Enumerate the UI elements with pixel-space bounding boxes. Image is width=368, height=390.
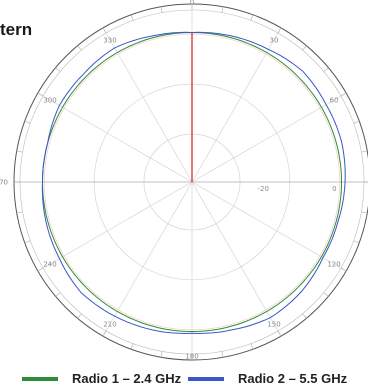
angle-label-30: 30: [270, 37, 279, 45]
angle-tick: [24, 240, 31, 244]
legend-swatch-radio-2: [188, 376, 224, 381]
angle-label-330: 330: [103, 37, 116, 45]
angle-tick: [130, 14, 134, 21]
angle-tick: [77, 45, 82, 51]
grid-spoke: [191, 27, 282, 183]
grid-spoke: [102, 181, 193, 337]
angle-tick: [77, 313, 82, 319]
angle-tick: [302, 45, 307, 51]
angle-tick: [160, 6, 163, 13]
angle-tick: [16, 211, 23, 214]
angle-label-180: 180: [185, 353, 198, 361]
radial-tick-label: -20: [257, 185, 268, 193]
angle-tick: [250, 14, 254, 21]
angle-tick: [353, 240, 360, 244]
grid-spoke: [191, 181, 282, 337]
legend-label-radio-2: Radio 2 – 5.5 GHz: [238, 371, 348, 386]
angle-tick: [340, 267, 347, 272]
angle-tick: [24, 120, 31, 124]
angle-tick: [277, 330, 282, 337]
grid-spoke: [191, 92, 347, 183]
series-layer: [41, 31, 346, 335]
angle-label-210: 210: [103, 321, 116, 329]
angle-tick: [302, 313, 307, 319]
angle-tick: [277, 27, 282, 34]
angle-tick: [16, 150, 23, 153]
angle-label-120: 120: [327, 261, 340, 269]
grid-spoke: [191, 181, 347, 272]
angle-label-60: 60: [330, 97, 339, 105]
angle-label-270: 270: [0, 179, 8, 187]
legend-item-radio-1: Radio 1 – 2.4 GHz: [22, 371, 181, 386]
angle-tick: [323, 67, 329, 72]
radial-tick-label: 0: [332, 185, 336, 193]
angle-tick: [55, 67, 61, 72]
angle-tick: [37, 92, 44, 97]
angle-tick: [221, 351, 224, 358]
angle-tick: [102, 330, 107, 337]
angle-tick: [353, 120, 360, 124]
grid-spoke: [37, 92, 193, 183]
legend-item-radio-2: Radio 2 – 5.5 GHz: [188, 371, 347, 386]
radial-tick-labels: -20 0: [257, 185, 336, 193]
angle-tick: [221, 6, 224, 13]
series-line-radio-2: [41, 31, 346, 335]
grid-spoke: [102, 27, 193, 183]
legend: Radio 1 – 2.4 GHz Radio 2 – 5.5 GHz: [0, 371, 368, 387]
angle-tick: [130, 343, 134, 350]
grid-spoke: [37, 181, 193, 272]
angle-tick: [361, 211, 368, 214]
legend-label-radio-1: Radio 1 – 2.4 GHz: [72, 371, 182, 386]
angle-label-0: 0: [190, 0, 194, 7]
legend-swatch-radio-1: [22, 376, 58, 381]
angle-tick: [55, 292, 61, 297]
angle-tick: [323, 292, 329, 297]
angle-tick: [340, 92, 347, 97]
polar-grid: [13, 3, 368, 361]
angle-label-300: 300: [43, 97, 56, 105]
angle-label-240: 240: [43, 261, 56, 269]
angle-tick: [361, 150, 368, 153]
angle-tick: [250, 343, 254, 350]
angle-tick: [160, 351, 163, 358]
angle-labels: 0 30 60 120 150 180 210 240 270 300 330: [0, 0, 341, 361]
angle-label-150: 150: [267, 321, 280, 329]
angle-tick: [102, 27, 107, 34]
chart-title: tern: [0, 20, 33, 39]
angle-tick: [37, 267, 44, 272]
series-line-radio-1: [41, 31, 343, 333]
